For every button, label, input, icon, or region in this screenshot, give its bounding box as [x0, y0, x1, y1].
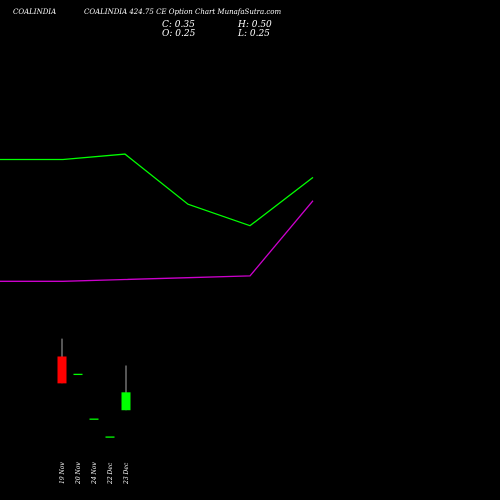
chart-title: COALINDIA 424.75 CE Option Chart MunafaS… — [84, 8, 282, 16]
x-tick-label: 19 Nov — [59, 462, 66, 484]
x-tick-label: 22 Dec — [107, 462, 114, 485]
x-tick-label: 23 Dec — [123, 462, 130, 485]
chart-symbol: COALINDIA — [13, 8, 57, 16]
candles-layer — [57, 338, 131, 438]
x-tick-label: 24 Nov — [91, 462, 98, 485]
x-axis-labels: 19 Nov 20 Nov 24 Nov 22 Dec 23 Dec — [59, 462, 130, 485]
indicator-line-2 — [0, 200, 314, 282]
ohlc-open: O: 0.25 — [162, 29, 196, 39]
candle-body — [57, 356, 67, 384]
candle-body — [121, 392, 131, 411]
candle-5 — [121, 365, 131, 411]
indicator-line-1 — [0, 153, 314, 227]
candle-1 — [57, 338, 67, 384]
x-tick-label: 20 Nov — [75, 462, 82, 485]
indicator-lines-layer — [0, 153, 314, 282]
ohlc-close: C: 0.35 — [162, 20, 195, 30]
ohlc-low: L: 0.25 — [238, 29, 270, 39]
ohlc-high: H: 0.50 — [238, 20, 272, 30]
